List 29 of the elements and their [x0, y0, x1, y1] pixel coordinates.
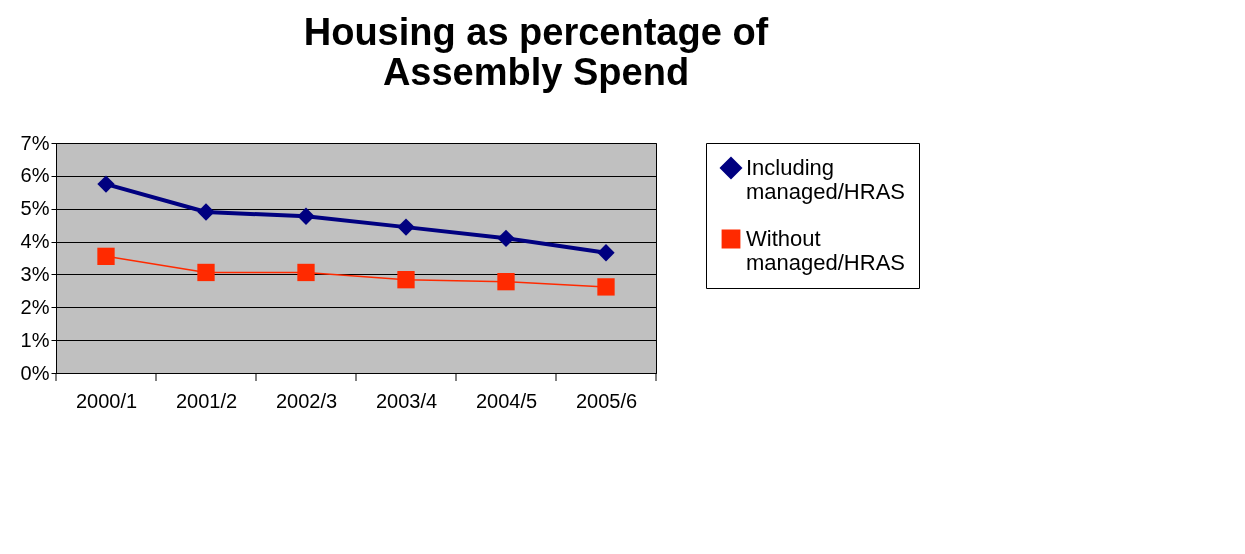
legend-label: Including managed/HRAS [746, 155, 905, 204]
point [297, 207, 315, 225]
point [597, 278, 615, 296]
point [97, 247, 115, 266]
x-tick-label: 2001/2 [175, 389, 238, 412]
point [197, 203, 215, 221]
x-tick-label: 2004/5 [475, 389, 538, 412]
point [397, 271, 415, 289]
y-tick-label: 0% [20, 361, 50, 384]
y-tick-label: 2% [20, 295, 50, 318]
y-tick-label: 6% [20, 164, 50, 187]
y-tick-label: 4% [20, 230, 50, 253]
y-tick-label: 1% [20, 328, 50, 351]
y-tick-label: 7% [20, 131, 50, 154]
y-tick-label: 3% [20, 262, 50, 285]
point [397, 218, 415, 236]
chart-title: Housing as percentage of Assembly Spend [303, 11, 769, 93]
point [597, 244, 615, 262]
legend-label: Without managed/HRAS [746, 226, 905, 275]
y-tick-label: 5% [20, 197, 50, 220]
x-tick-label: 2002/3 [275, 389, 338, 412]
x-tick-label: 2005/6 [575, 389, 638, 412]
x-tick-label: 2000/1 [75, 389, 138, 412]
point [197, 263, 215, 282]
point [97, 175, 115, 193]
point [297, 263, 315, 282]
x-tick-label: 2003/4 [375, 389, 438, 412]
point [497, 229, 515, 247]
point [497, 273, 515, 291]
